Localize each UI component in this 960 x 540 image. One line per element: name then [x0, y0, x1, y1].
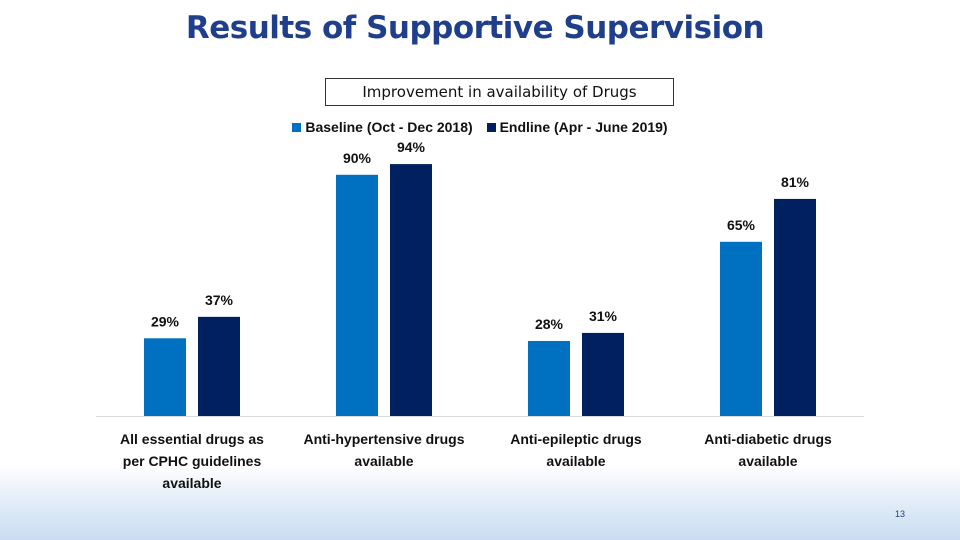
category-label-line: available	[354, 453, 413, 469]
data-label-baseline-anti-epileptic-drugs: 28%	[535, 316, 564, 332]
data-label-baseline-all-essential-drugs-as: 29%	[151, 313, 180, 329]
category-label-line: All essential drugs as	[120, 431, 264, 447]
legend-swatch-baseline	[292, 123, 302, 132]
bar-endline-all-essential-drugs-as	[198, 316, 240, 416]
bar-endline-anti-epileptic-drugs	[582, 332, 624, 416]
category-label-line: Anti-diabetic drugs	[704, 431, 832, 447]
category-label-line: per CPHC guidelines	[123, 453, 262, 469]
category-label-anti-epileptic-drugs: Anti-epileptic drugs available	[510, 431, 642, 469]
bar-endline-anti-diabetic-drugs	[774, 198, 816, 416]
category-label-line: available	[546, 453, 605, 469]
category-label-line: available	[738, 453, 797, 469]
category-label-line: Anti-hypertensive drugs	[303, 431, 464, 447]
page-number: 13	[894, 509, 905, 519]
legend-item-baseline: Baseline (Oct - Dec 2018)	[292, 119, 473, 135]
chart-legend: Baseline (Oct - Dec 2018) Endline (Apr -…	[0, 119, 960, 135]
category-label-line: Anti-epileptic drugs	[510, 431, 642, 447]
slide-title: Results of Supportive Supervision	[185, 10, 765, 46]
data-label-baseline-anti-diabetic-drugs: 65%	[727, 217, 756, 233]
category-label-line: available	[162, 475, 221, 491]
category-label-all-essential-drugs-as: All essential drugs as per CPHC guideline…	[120, 431, 264, 491]
bar-baseline-anti-epileptic-drugs	[528, 340, 570, 416]
slide-background-gradient	[0, 465, 960, 540]
legend-item-endline: Endline (Apr - June 2019)	[486, 119, 668, 135]
data-label-endline-anti-hypertensive-drugs: 94%	[397, 139, 426, 155]
category-label-anti-hypertensive-drugs: Anti-hypertensive drugs available	[303, 431, 464, 469]
chart-title: Improvement in availability of Drugs	[325, 78, 674, 106]
bar-baseline-all-essential-drugs-as	[144, 338, 186, 416]
bar-baseline-anti-hypertensive-drugs	[336, 174, 378, 416]
legend-label-baseline: Baseline (Oct - Dec 2018)	[305, 119, 473, 135]
bar-endline-anti-hypertensive-drugs	[390, 164, 432, 416]
legend-label-endline: Endline (Apr - June 2019)	[499, 119, 668, 135]
data-label-endline-anti-epileptic-drugs: 31%	[589, 308, 618, 324]
legend-swatch-endline	[486, 123, 496, 132]
data-label-endline-all-essential-drugs-as: 37%	[205, 292, 234, 308]
data-label-baseline-anti-hypertensive-drugs: 90%	[343, 150, 372, 166]
bar-baseline-anti-diabetic-drugs	[720, 241, 762, 416]
data-label-endline-anti-diabetic-drugs: 81%	[781, 174, 810, 190]
category-label-anti-diabetic-drugs: Anti-diabetic drugs available	[704, 431, 832, 469]
